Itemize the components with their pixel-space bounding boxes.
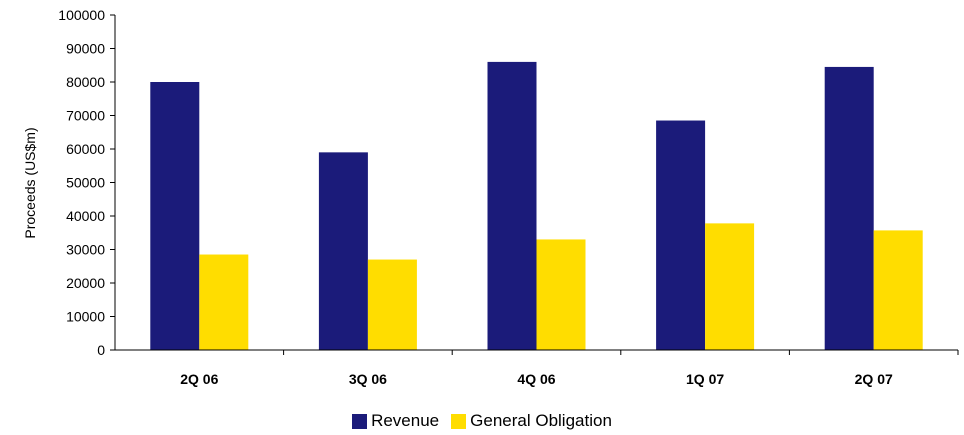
bar-chart: Proceeds (US$m) 0 10000 20000 30000 40000 500… [22, 7, 959, 387]
bar-revenue [824, 66, 874, 351]
x-category-label: 2Q 07 [855, 371, 893, 387]
x-category-label: 2Q 06 [180, 371, 218, 387]
y-tick-label: 90000 [66, 41, 105, 57]
legend-label-general-obligation: General Obligation [470, 411, 612, 430]
bar-general-obligation [705, 223, 755, 350]
y-tick-label: 20000 [66, 275, 105, 291]
bar-general-obligation [536, 239, 586, 350]
bar-revenue [487, 61, 537, 351]
y-axis-title: Proceeds (US$m) [22, 127, 38, 238]
legend: Revenue General Obligation [0, 411, 964, 431]
y-tick-label: 10000 [66, 309, 105, 325]
y-tick-label: 100000 [58, 7, 105, 23]
legend-swatch-revenue [352, 413, 368, 429]
y-tick-label: 30000 [66, 242, 105, 258]
y-tick-label: 40000 [66, 208, 105, 224]
y-tick-label: 0 [97, 342, 105, 358]
bar-revenue [656, 120, 706, 351]
legend-item-revenue: Revenue [352, 411, 439, 431]
bar-general-obligation [199, 254, 249, 350]
bar-revenue [150, 82, 200, 350]
x-category-label: 4Q 06 [517, 371, 555, 387]
bar-revenue [318, 152, 368, 350]
legend-label-revenue: Revenue [371, 411, 440, 430]
x-category-label: 3Q 06 [349, 371, 387, 387]
y-tick-label: 60000 [66, 141, 105, 157]
y-tick-label: 50000 [66, 175, 105, 191]
bar-general-obligation [367, 259, 417, 350]
x-category-label: 1Q 07 [686, 371, 724, 387]
bar-general-obligation [873, 230, 923, 350]
legend-item-general-obligation: General Obligation [451, 411, 612, 431]
legend-swatch-general-obligation [451, 413, 467, 429]
y-tick-label: 80000 [66, 74, 105, 90]
y-tick-label: 70000 [66, 108, 105, 124]
